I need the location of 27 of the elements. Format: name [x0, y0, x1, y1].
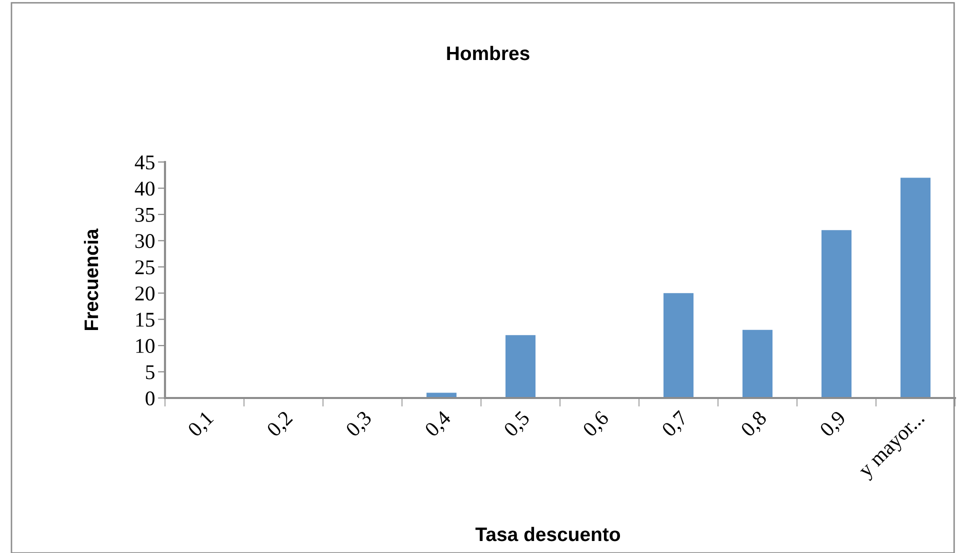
y-tick-label: 5 [146, 365, 154, 380]
y-tick-label: 10 [136, 338, 154, 353]
y-tick-label: 25 [135, 260, 154, 274]
bar [742, 330, 773, 398]
x-tick-label: 0,9 [819, 410, 848, 440]
y-tick-label: 35 [135, 208, 154, 222]
bar [663, 293, 694, 398]
y-axis-title: Frecuencia [84, 228, 98, 330]
x-tick-label: 0,2 [266, 410, 296, 440]
chart-title: Hombres [447, 46, 530, 60]
x-tick-label: 0,7 [661, 410, 691, 440]
bar [821, 230, 852, 398]
x-tick-label: 0,4 [424, 410, 454, 440]
bar [900, 178, 931, 398]
x-tick-label: 0,6 [582, 410, 612, 440]
x-tick-label: 0,1 [187, 410, 216, 440]
y-tick-label: 40 [134, 182, 154, 196]
y-tick-label: 0 [146, 391, 154, 406]
x-tick-label: 0,8 [740, 410, 770, 440]
y-tick-label: 30 [135, 234, 154, 248]
x-axis-title: Tasa descuento [475, 526, 620, 542]
y-tick-label: 15 [136, 312, 154, 327]
x-tick-label: 0,3 [345, 410, 374, 440]
x-tick-label: 0,5 [503, 410, 532, 440]
bar [505, 335, 536, 398]
y-tick-label: 45 [134, 156, 154, 170]
y-tick-label: 20 [135, 286, 154, 301]
